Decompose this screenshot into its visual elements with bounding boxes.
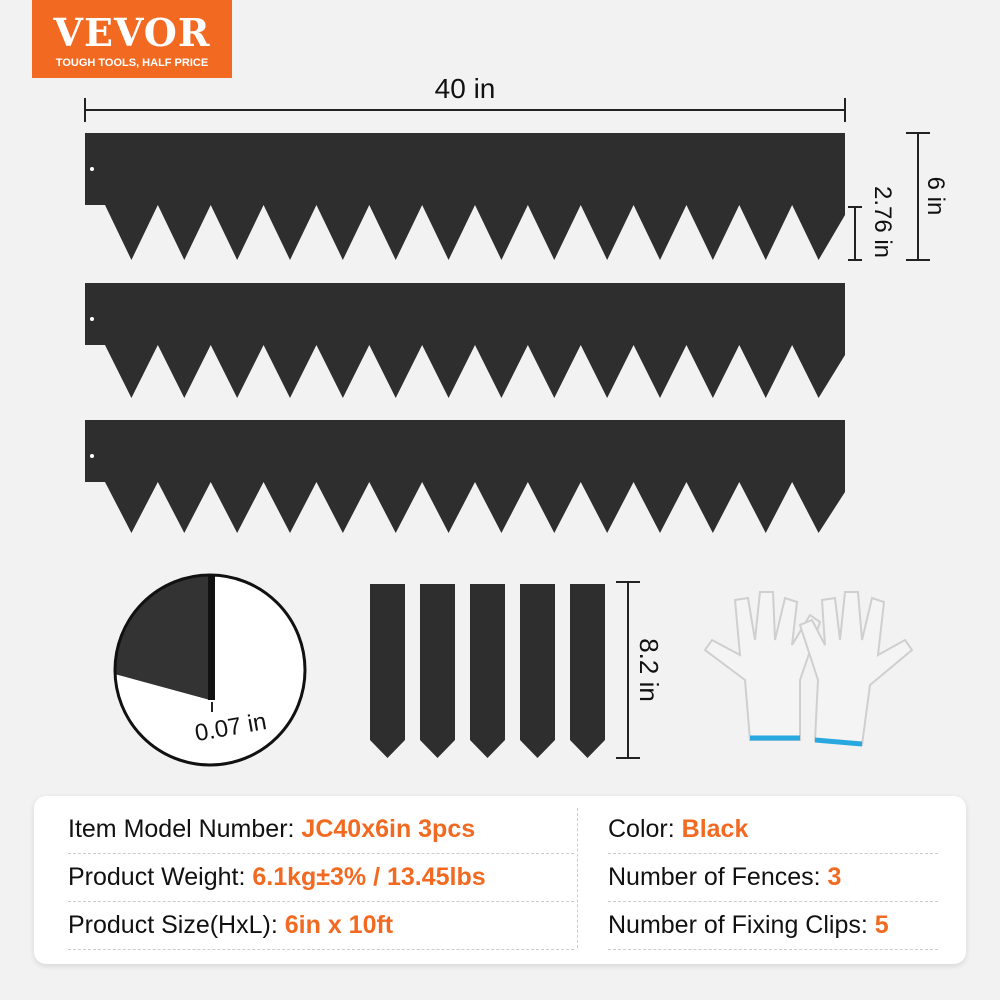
spec-value: 3: [827, 863, 842, 891]
length-label: 40 in: [435, 73, 496, 104]
fixing-clip: [520, 584, 555, 758]
logo-brand: VEVOR: [53, 10, 211, 55]
spec-value: JC40x6in 3pcs: [301, 815, 476, 843]
gloves-icon: [703, 591, 914, 747]
product-illustration: 40 in 6 in 2.76 in 0.07 in 8.2 in: [84, 73, 949, 767]
edging-panel: [85, 283, 845, 398]
spec-value: 6.1kg±3% / 13.45lbs: [252, 863, 486, 891]
divider: [577, 808, 578, 948]
fixing-clip: [470, 584, 505, 758]
specs-left: Item Model Number: JC40x6in 3pcs Product…: [68, 806, 574, 950]
spike-height-label: 2.76 in: [869, 186, 896, 258]
fixing-clips: [370, 584, 605, 758]
vevor-logo: VEVOR TOUGH TOOLS, HALF PRICE: [32, 0, 232, 78]
edging-panel: [85, 420, 845, 533]
spec-row: Product Weight: 6.1kg±3% / 13.45lbs: [68, 854, 574, 902]
logo-tagline: TOUGH TOOLS, HALF PRICE: [55, 57, 209, 69]
spec-label: Number of Fences:: [608, 863, 828, 891]
spec-row: Item Model Number: JC40x6in 3pcs: [68, 806, 574, 854]
clip-dimension: [616, 581, 640, 759]
spec-label: Number of Fixing Clips:: [608, 911, 875, 939]
fixing-clip: [570, 584, 605, 758]
spec-row: Color: Black: [608, 806, 938, 854]
thickness-detail: 0.07 in: [115, 575, 305, 765]
fixing-clip: [420, 584, 455, 758]
specs-table: Item Model Number: JC40x6in 3pcs Product…: [34, 796, 966, 964]
clip-length-label: 8.2 in: [634, 638, 664, 702]
spec-value: 6in x 10ft: [284, 911, 394, 939]
height-label: 6 in: [922, 177, 949, 216]
edging-panels: [85, 133, 845, 533]
edging-panel: [85, 133, 845, 260]
spec-label: Color:: [608, 815, 682, 843]
panel-hole: [90, 454, 94, 458]
spec-row: Product Size(HxL): 6in x 10ft: [68, 902, 574, 950]
panel-hole: [90, 317, 94, 321]
spec-row: Number of Fences: 3: [608, 854, 938, 902]
panel-hole: [90, 167, 94, 171]
spec-value: Black: [681, 815, 749, 843]
specs-right: Color: Black Number of Fences: 3 Number …: [608, 806, 938, 950]
spec-value: 5: [874, 911, 889, 939]
fixing-clip: [370, 584, 405, 758]
spec-label: Item Model Number:: [68, 815, 302, 843]
spec-label: Product Size(HxL):: [68, 911, 285, 939]
length-dimension: [84, 98, 846, 122]
spec-row: Number of Fixing Clips: 5: [608, 902, 938, 950]
spec-label: Product Weight:: [68, 863, 253, 891]
height-dimension: [848, 132, 930, 261]
